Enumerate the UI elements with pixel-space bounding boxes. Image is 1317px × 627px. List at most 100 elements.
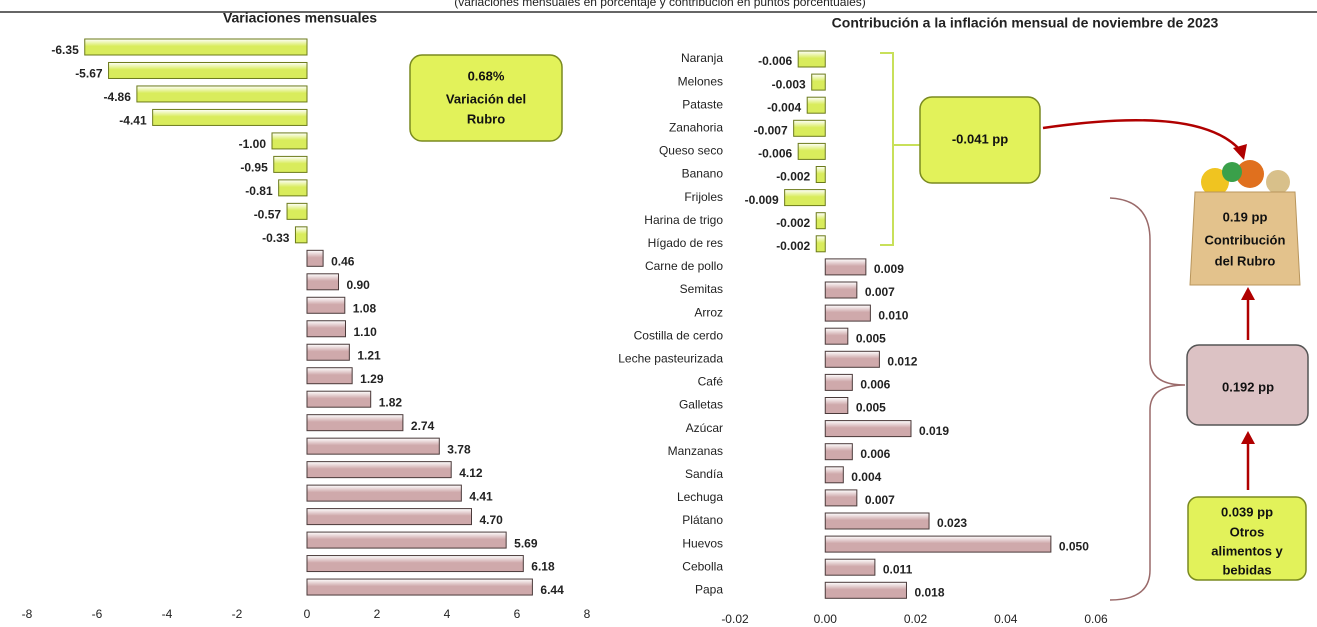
value-label: -0.004 (767, 100, 801, 114)
x-tick-label: 6 (514, 607, 521, 621)
value-label: 1.29 (360, 372, 384, 386)
bar (273, 155, 308, 173)
value-label: 0.019 (919, 424, 949, 438)
annotation-box (919, 96, 1041, 184)
chart-title: Variaciones mensuales (223, 10, 377, 26)
bar (793, 119, 826, 137)
value-label: -6.35 (51, 43, 79, 57)
bar (306, 508, 472, 526)
arrow-head (1233, 144, 1247, 160)
value-label: 4.41 (469, 489, 493, 503)
value-label: 0.007 (865, 493, 895, 507)
bar (824, 397, 849, 414)
category-label: Pataste (682, 97, 723, 111)
bar (306, 531, 507, 549)
category-label: Frijoles (684, 190, 723, 204)
category-label: Cebolla (682, 559, 723, 573)
value-label: -4.86 (104, 90, 132, 104)
value-label: -1.00 (239, 137, 267, 151)
bar (824, 281, 858, 299)
value-label: 0.90 (347, 278, 371, 292)
x-tick-label: 0.02 (904, 612, 928, 626)
bar (824, 558, 876, 576)
value-label: -5.67 (75, 67, 103, 81)
category-label: Manzanas (668, 444, 723, 458)
category-label: Semitas (680, 282, 723, 296)
annotation-box (409, 54, 563, 142)
category-label: Huevos (682, 536, 723, 550)
annotation: Variación del (446, 91, 526, 106)
annotation-box (1186, 344, 1309, 426)
category-label: Costilla de cerdo (634, 328, 724, 342)
x-tick-label: -2 (232, 607, 243, 621)
value-label: -0.002 (776, 239, 810, 253)
category-label: Lechuga (677, 490, 723, 504)
annotation: Otros (1230, 524, 1265, 539)
bar (306, 343, 350, 361)
bar (824, 420, 912, 438)
category-label: Naranja (681, 51, 723, 65)
bar (824, 489, 858, 507)
annotation: Rubro (467, 111, 505, 126)
x-tick-label: -8 (22, 607, 33, 621)
annotation: 0.192 pp (1222, 379, 1274, 394)
category-label: Papa (695, 582, 723, 596)
x-tick-label: 0.00 (814, 612, 838, 626)
value-label: 0.006 (860, 447, 890, 461)
annotation: 0.19 pp (1223, 209, 1268, 224)
bar (306, 484, 462, 502)
subtitle: (variaciones mensuales en porcentaje y c… (454, 0, 866, 9)
value-label: -0.81 (245, 184, 273, 198)
bar (278, 179, 308, 197)
chart-title: Contribución a la inflación mensual de n… (832, 15, 1219, 31)
category-label: Leche pasteurizada (618, 351, 723, 365)
bar (824, 581, 907, 599)
value-label: 0.005 (856, 331, 886, 345)
icon (1236, 160, 1264, 188)
category-label: Arroz (694, 305, 723, 319)
annotation: bebidas (1222, 562, 1271, 577)
category-label: Galletas (679, 398, 723, 412)
bar (306, 273, 339, 291)
bar (84, 38, 308, 56)
category-label: Queso seco (659, 144, 723, 158)
category-label: Carne de pollo (645, 259, 723, 273)
value-label: 6.44 (540, 583, 564, 597)
value-label: 1.21 (357, 348, 381, 362)
bar (108, 61, 308, 79)
bar (306, 578, 533, 596)
x-tick-label: 0.04 (994, 612, 1018, 626)
value-label: 0.011 (883, 562, 913, 576)
bar (286, 202, 308, 220)
bar (306, 320, 346, 338)
value-label: 1.82 (379, 395, 403, 409)
value-label: 0.023 (937, 516, 967, 530)
icon (1201, 168, 1229, 196)
value-label: 0.018 (914, 585, 944, 599)
bar (152, 108, 308, 126)
x-tick-label: -4 (162, 607, 173, 621)
value-label: 4.70 (480, 513, 504, 527)
category-label: Banano (682, 167, 724, 181)
arrow (1042, 118, 1241, 151)
value-label: 4.12 (459, 466, 483, 480)
value-label: 0.009 (874, 262, 904, 276)
value-label: 0.007 (865, 285, 895, 299)
category-label: Plátano (682, 513, 723, 527)
bar (824, 535, 1052, 553)
bracket (1109, 197, 1186, 601)
annotation: Contribución (1205, 232, 1286, 247)
value-label: 1.10 (354, 325, 378, 339)
value-label: -0.33 (262, 231, 290, 245)
category-label: Sandía (685, 467, 723, 481)
bar (306, 390, 372, 408)
bar (824, 373, 853, 391)
bar (815, 166, 826, 183)
bar (824, 258, 867, 276)
annotation: 0.039 pp (1221, 504, 1273, 519)
bar (824, 327, 849, 345)
bar (824, 512, 930, 530)
annotation: 0.68% (468, 68, 505, 83)
bar (306, 367, 353, 385)
